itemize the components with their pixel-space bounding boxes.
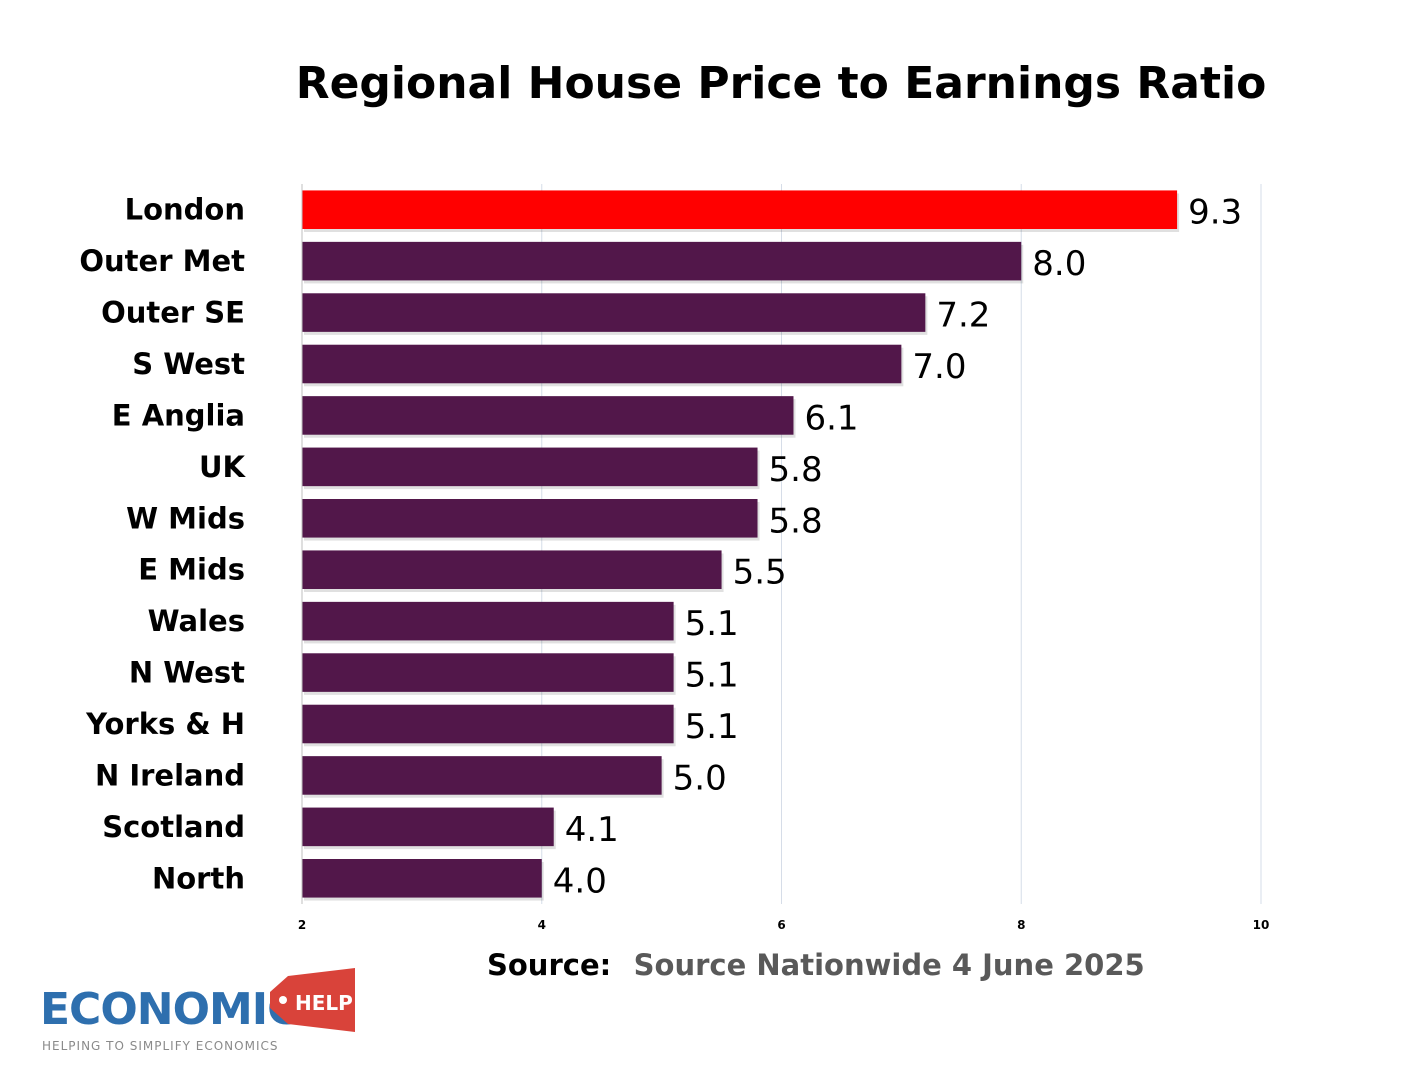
category-label: N West — [129, 656, 245, 690]
x-axis-ticks: 2 4 6 8 10 — [298, 918, 1270, 932]
category-label: E Anglia — [112, 398, 245, 432]
category-labels: London Outer Met Outer SE S West E Anglia UK W… — [79, 193, 246, 896]
bar — [302, 704, 674, 744]
value-label: 5.1 — [685, 656, 739, 696]
bar — [302, 859, 542, 898]
category-label: Outer Met — [79, 244, 245, 278]
value-label: 4.1 — [565, 810, 619, 850]
value-label: 7.2 — [936, 296, 990, 336]
category-label: Yorks & H — [85, 707, 245, 741]
source-prefix: Source: — [487, 948, 611, 982]
category-label: S West — [132, 347, 245, 381]
bar — [302, 807, 554, 847]
bar — [302, 756, 662, 795]
bar — [302, 241, 1022, 281]
category-label: E Mids — [138, 553, 245, 587]
logo-tagline: HELPING TO SIMPLIFY ECONOMICS — [42, 1039, 278, 1053]
value-label: 8.0 — [1032, 244, 1086, 284]
value-label: 5.5 — [733, 553, 787, 593]
bar — [302, 344, 902, 384]
value-label: 5.1 — [685, 707, 739, 747]
value-label: 5.0 — [673, 758, 727, 798]
bar — [302, 653, 674, 692]
logo-tag-text: HELP — [295, 991, 353, 1015]
bars — [302, 190, 1180, 901]
value-label: 7.0 — [912, 347, 966, 387]
bar — [302, 293, 926, 332]
value-label: 6.1 — [804, 398, 858, 438]
economics-help-logo: ECONOMICS HELP HELPING TO SIMPLIFY ECONO… — [40, 968, 355, 1053]
bar — [302, 601, 674, 641]
bar — [302, 550, 722, 589]
bar — [302, 447, 758, 487]
chart-title: Regional House Price to Earnings Ratio — [296, 58, 1267, 109]
x-tick-label: 8 — [1017, 918, 1025, 932]
bar — [302, 396, 794, 435]
x-tick-label: 4 — [538, 918, 546, 932]
category-label: N Ireland — [95, 758, 245, 792]
value-label: 5.8 — [769, 450, 823, 490]
x-tick-label: 6 — [777, 918, 785, 932]
category-label: Wales — [148, 604, 245, 638]
category-label: UK — [199, 450, 247, 484]
category-label: Outer SE — [101, 296, 245, 330]
value-label: 9.3 — [1188, 193, 1242, 233]
source-text: Source Nationwide 4 June 2025 — [634, 948, 1145, 982]
value-label: 4.0 — [553, 861, 607, 901]
category-label: W Mids — [126, 501, 245, 535]
value-labels: 9.3 8.0 7.2 7.0 6.1 5.8 5.8 5.5 5.1 5.1 5.1 5.0 4.1 4… — [553, 193, 1242, 902]
x-tick-label: 10 — [1253, 918, 1270, 932]
logo-tag-shape — [270, 968, 355, 1032]
bar-highlight — [302, 190, 1178, 229]
value-label: 5.8 — [769, 501, 823, 541]
source-note: Source: Source Nationwide 4 June 2025 — [487, 948, 1145, 982]
x-tick-label: 2 — [298, 918, 306, 932]
category-label: London — [125, 193, 245, 227]
category-label: Scotland — [102, 810, 245, 844]
category-label: North — [152, 861, 245, 895]
value-label: 5.1 — [685, 604, 739, 644]
bar — [302, 499, 758, 538]
